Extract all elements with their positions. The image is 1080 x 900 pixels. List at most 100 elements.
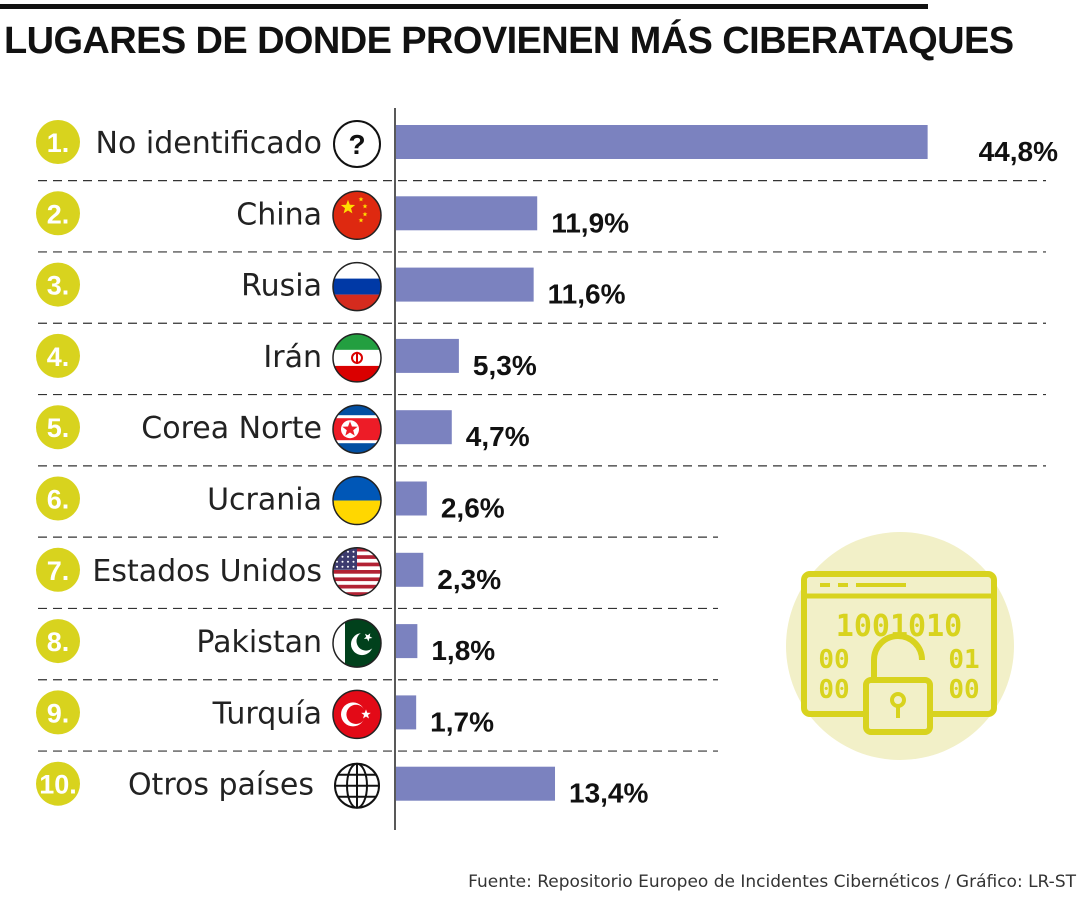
rank-number: 6. — [47, 485, 70, 515]
flag-star — [352, 550, 355, 553]
category-label: Pakistan — [196, 625, 322, 660]
bar — [396, 125, 928, 159]
category-label: Estados Unidos — [92, 554, 322, 589]
value-label: 5,3% — [473, 350, 537, 381]
flag-star — [352, 565, 355, 568]
rank-number: 9. — [47, 698, 70, 728]
flag-border — [332, 190, 382, 241]
category-label: Ucrania — [207, 483, 322, 518]
chart-row: 7. Estados Unidos 2,3% — [36, 547, 501, 597]
binary-line: 01 — [948, 645, 979, 675]
flag-crescent-cut — [346, 704, 366, 725]
pakistan-flag-icon — [332, 618, 382, 668]
category-label: No identificado — [96, 126, 322, 161]
rank-badge — [36, 690, 80, 735]
value-label: 44,8% — [979, 136, 1058, 167]
flag-border — [332, 475, 382, 526]
iran-flag-icon — [332, 333, 382, 383]
category-label: Corea Norte — [141, 411, 322, 446]
category-label: China — [236, 197, 322, 232]
value-label: 4,7% — [466, 421, 530, 452]
rank-badge — [36, 405, 80, 450]
flag-band — [333, 294, 381, 311]
bar — [396, 552, 424, 587]
flag-stripe — [333, 584, 381, 589]
flag-star — [358, 217, 364, 223]
usa-flag-icon — [332, 547, 382, 597]
rank-badge — [36, 262, 80, 307]
flag-star — [336, 550, 338, 553]
flag-content — [333, 191, 381, 240]
chart-row: 10. Otros países 13,4% — [36, 761, 649, 809]
rank-badge — [36, 333, 80, 378]
chart-row: 2. China 11,9% — [36, 190, 629, 241]
category-label: Otros países — [128, 768, 314, 803]
binary-lock-icon: 1001010 00 01 00 00 — [786, 532, 1014, 760]
bar — [396, 766, 556, 801]
rank-badge — [36, 761, 80, 806]
rank-number: 5. — [47, 413, 70, 443]
flag-border — [332, 333, 382, 383]
flag-content — [333, 405, 381, 454]
north-korea-flag-icon — [332, 404, 382, 454]
rank-badge — [36, 547, 80, 592]
china-flag-icon — [332, 190, 382, 241]
flag-star — [347, 560, 349, 563]
flag-star — [362, 203, 368, 209]
bar — [396, 267, 534, 302]
lock-bg-circle — [786, 532, 1014, 760]
rank-number: 8. — [47, 627, 70, 657]
flag-content — [333, 690, 381, 739]
chart-title: LUGARES DE DONDE PROVIENEN MÁS CIBERATAQ… — [4, 20, 1014, 62]
value-label: 2,3% — [437, 564, 501, 595]
value-label: 11,9% — [551, 207, 629, 238]
chart-row: 1. No identificado? 44,8% — [36, 120, 1058, 168]
flag-stripe — [333, 570, 381, 574]
row-separators — [38, 180, 1046, 752]
flag-star — [341, 555, 344, 558]
rank-badge — [36, 120, 80, 164]
flag-star — [352, 560, 355, 563]
flag-band — [333, 476, 381, 501]
flag-border — [332, 404, 382, 454]
bar — [396, 695, 417, 730]
flag-star — [347, 565, 349, 568]
question-circle — [333, 120, 381, 168]
rank-number: 2. — [47, 199, 70, 229]
rank-number: 1. — [47, 128, 70, 158]
value-label: 13,4% — [569, 778, 648, 809]
chart-row: 8. Pakistan 1,8% — [36, 618, 495, 668]
bar — [396, 410, 452, 445]
value-label: 11,6% — [548, 279, 626, 310]
bar — [396, 624, 418, 659]
globe-icon — [334, 762, 380, 809]
flag-stripe — [333, 577, 381, 582]
flag-star — [363, 633, 373, 642]
flag-border — [332, 689, 382, 740]
flag-star — [352, 555, 355, 558]
flag-star — [342, 421, 358, 436]
category-label: Irán — [263, 340, 322, 375]
lock-shackle — [871, 633, 925, 678]
turkey-flag-icon — [332, 689, 382, 740]
chart-row: 5. Corea Norte 4,7% — [36, 404, 530, 454]
flag-star — [361, 709, 371, 719]
category-label: Rusia — [241, 269, 322, 304]
rank-number: 3. — [47, 271, 70, 301]
flag-border — [332, 618, 382, 668]
flag-border — [332, 261, 382, 312]
binary-line: 00 — [818, 675, 849, 705]
russia-flag-icon — [332, 261, 382, 312]
flag-band — [333, 278, 381, 295]
flag-star — [347, 555, 349, 558]
flag-star — [340, 199, 356, 214]
rank-badge — [36, 619, 80, 664]
category-label: Turquía — [212, 696, 322, 731]
flag-band — [333, 262, 381, 279]
rank-badge — [36, 191, 80, 236]
question-mark-icon: ? — [333, 120, 381, 168]
flag-band — [333, 500, 381, 525]
flag-field — [333, 191, 381, 240]
flag-band — [333, 365, 381, 382]
